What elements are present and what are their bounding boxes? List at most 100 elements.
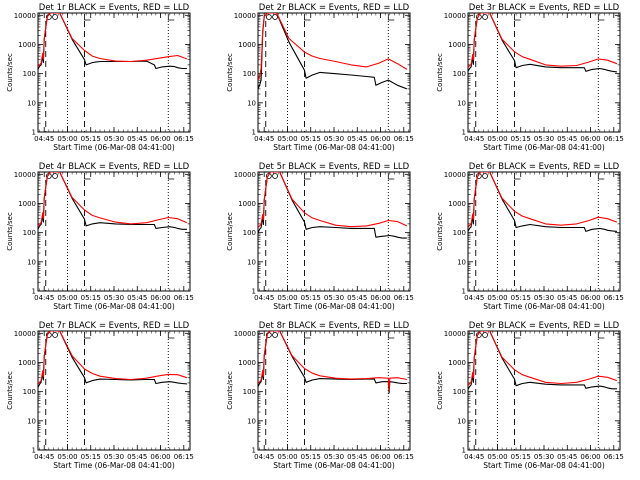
x-tick-label: 04:45 xyxy=(464,453,484,461)
y-tick-label: 1000 xyxy=(18,41,36,49)
plot-frame xyxy=(37,171,191,292)
attenuator-marker xyxy=(272,332,278,338)
plot-frame xyxy=(257,12,411,133)
x-axis-label: Start Time (06-Mar-08 04:41:00) xyxy=(53,461,175,470)
series-events-line xyxy=(468,13,617,73)
y-tick-label: 1000 xyxy=(448,41,466,49)
flag-marker xyxy=(167,173,175,180)
x-tick-label: 06:00 xyxy=(150,294,170,302)
chart-title: Det 3r BLACK = Events, RED = LLD xyxy=(469,3,620,13)
y-axis-label: Counts/sec xyxy=(226,53,234,92)
x-axis-label: Start Time (06-Mar-08 04:41:00) xyxy=(483,302,605,311)
series-lld-line xyxy=(258,331,408,391)
x-tick-label: 06:15 xyxy=(394,135,414,143)
attenuator-marker xyxy=(52,14,58,20)
y-tick-label: 10000 xyxy=(14,330,36,338)
x-tick-label: 04:45 xyxy=(464,294,484,302)
x-tick-label: 05:15 xyxy=(301,294,321,302)
series-events-line xyxy=(258,13,408,90)
y-tick-label: 1000 xyxy=(238,41,256,49)
flag-marker xyxy=(304,173,311,180)
x-tick-label: 05:15 xyxy=(81,135,101,143)
x-tick-label: 04:45 xyxy=(464,135,484,143)
y-tick-label: 1 xyxy=(32,288,36,296)
y-axis-label: Counts/sec xyxy=(226,212,234,251)
flag-marker xyxy=(387,173,395,180)
series-lld-line xyxy=(38,13,188,67)
x-tick-label: 06:15 xyxy=(394,453,414,461)
flag-marker xyxy=(84,14,91,21)
x-tick-label: 04:45 xyxy=(34,135,54,143)
chart-title: Det 9r BLACK = Events, RED = LLD xyxy=(469,321,620,331)
chart-panel-9: Det 9r BLACK = Events, RED = LLD 1 10 100 10… xyxy=(436,321,624,470)
x-tick-label: 05:15 xyxy=(301,135,321,143)
y-tick-label: 10000 xyxy=(444,12,466,20)
flag-marker xyxy=(84,173,91,180)
y-tick-label: 10 xyxy=(27,417,36,425)
x-tick-label: 05:00 xyxy=(57,135,77,143)
y-tick-label: 10000 xyxy=(234,330,256,338)
y-tick-label: 1000 xyxy=(448,359,466,367)
x-tick-label: 05:45 xyxy=(557,294,577,302)
y-tick-label: 100 xyxy=(243,229,256,237)
x-tick-label: 05:30 xyxy=(324,294,344,302)
y-tick-label: 1000 xyxy=(238,359,256,367)
x-tick-label: 05:45 xyxy=(127,135,147,143)
x-axis-label: Start Time (06-Mar-08 04:41:00) xyxy=(483,461,605,470)
x-tick-label: 04:45 xyxy=(34,294,54,302)
x-tick-label: 05:15 xyxy=(81,453,101,461)
x-tick-label: 06:00 xyxy=(580,135,600,143)
x-tick-label: 05:30 xyxy=(324,453,344,461)
y-tick-label: 10 xyxy=(27,99,36,107)
series-lld-line xyxy=(468,13,618,69)
y-tick-label: 10000 xyxy=(234,171,256,179)
attenuator-marker xyxy=(272,14,278,20)
y-tick-label: 10000 xyxy=(234,12,256,20)
chart-panel-1: Det 1r BLACK = Events, RED = LLD 1 10 100 10… xyxy=(6,3,194,152)
series-events-line xyxy=(258,172,407,239)
x-tick-label: 05:30 xyxy=(534,294,554,302)
y-tick-label: 1000 xyxy=(238,200,256,208)
y-tick-label: 10 xyxy=(457,417,466,425)
series-lld-line xyxy=(38,172,188,227)
chart-panel-4: Det 4r BLACK = Events, RED = LLD 1 10 100 10… xyxy=(6,162,194,311)
x-tick-label: 05:15 xyxy=(511,294,531,302)
y-tick-label: 100 xyxy=(243,70,256,78)
flag-marker xyxy=(514,14,521,21)
y-axis-label: Counts/sec xyxy=(226,371,234,410)
chart-panel-6: Det 6r BLACK = Events, RED = LLD 1 10 100 10… xyxy=(436,162,624,311)
x-tick-label: 05:45 xyxy=(557,135,577,143)
y-tick-label: 10 xyxy=(247,99,256,107)
x-tick-label: 05:15 xyxy=(511,453,531,461)
x-tick-label: 06:15 xyxy=(174,294,194,302)
x-axis-label: Start Time (06-Mar-08 04:41:00) xyxy=(483,143,605,152)
series-group xyxy=(258,172,408,239)
flag-marker xyxy=(304,332,311,339)
flag-marker xyxy=(597,332,605,339)
attenuator-marker xyxy=(482,332,488,338)
x-tick-label: 06:00 xyxy=(150,453,170,461)
x-tick-label: 05:00 xyxy=(277,294,297,302)
attenuator-marker xyxy=(482,14,488,20)
y-axis-label: Counts/sec xyxy=(6,212,14,251)
x-tick-label: 05:00 xyxy=(487,453,507,461)
chart-panel-2: Det 2r BLACK = Events, RED = LLD 1 10 100 10… xyxy=(226,3,414,152)
x-tick-label: 06:15 xyxy=(174,135,194,143)
y-tick-label: 10 xyxy=(457,99,466,107)
y-axis-label: Counts/sec xyxy=(6,371,14,410)
series-lld-line xyxy=(258,13,408,81)
chart-panel-7: Det 7r BLACK = Events, RED = LLD 1 10 100 10… xyxy=(6,321,194,470)
y-tick-label: 1 xyxy=(462,447,466,455)
x-axis-label: Start Time (06-Mar-08 04:41:00) xyxy=(53,143,175,152)
plot-frame xyxy=(467,330,621,451)
series-lld-line xyxy=(468,172,618,228)
x-tick-label: 06:15 xyxy=(394,294,414,302)
x-tick-label: 04:45 xyxy=(254,453,274,461)
y-tick-label: 1000 xyxy=(18,359,36,367)
chart-title: Det 6r BLACK = Events, RED = LLD xyxy=(469,162,620,172)
series-group xyxy=(38,331,188,388)
x-tick-label: 05:45 xyxy=(127,294,147,302)
y-tick-label: 1 xyxy=(32,129,36,137)
chart-panel-5: Det 5r BLACK = Events, RED = LLD 1 10 100 10… xyxy=(226,162,414,311)
y-tick-label: 1 xyxy=(462,288,466,296)
